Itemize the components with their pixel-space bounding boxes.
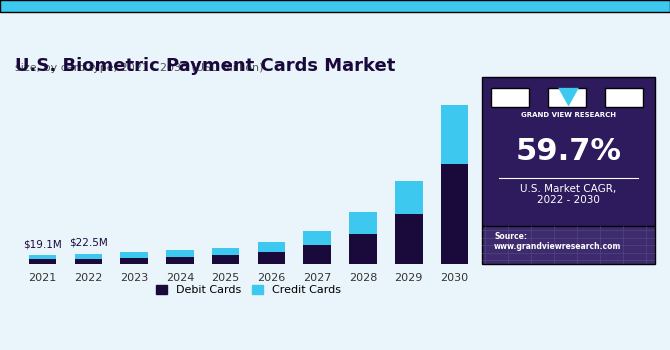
FancyBboxPatch shape	[490, 88, 529, 106]
Bar	[304, 245, 331, 264]
Bar	[29, 256, 56, 259]
Bar	[349, 234, 377, 264]
Bar	[304, 231, 331, 245]
Text: U.S. Market CAGR,
2022 - 2030: U.S. Market CAGR, 2022 - 2030	[521, 184, 616, 205]
Bar	[121, 258, 148, 264]
Bar	[441, 164, 468, 264]
Bar	[212, 248, 239, 255]
Bar	[258, 242, 285, 252]
Bar	[212, 255, 239, 264]
Polygon shape	[558, 88, 579, 106]
Bar	[74, 254, 102, 259]
FancyBboxPatch shape	[548, 88, 586, 106]
Bar	[349, 212, 377, 234]
FancyBboxPatch shape	[482, 77, 655, 264]
Text: 59.7%: 59.7%	[515, 137, 622, 166]
Bar	[395, 214, 423, 264]
Text: GRAND VIEW RESEARCH: GRAND VIEW RESEARCH	[521, 112, 616, 118]
Text: size, by card type, 2021 - 2030 (USD Million): size, by card type, 2021 - 2030 (USD Mil…	[15, 63, 263, 73]
Bar	[121, 252, 148, 258]
Text: $19.1M: $19.1M	[23, 239, 62, 249]
Text: U.S. Biometric Payment Cards Market: U.S. Biometric Payment Cards Market	[15, 57, 395, 75]
Bar	[441, 105, 468, 164]
Bar	[395, 181, 423, 214]
Bar	[29, 259, 56, 264]
Bar	[258, 252, 285, 264]
Text: Source:
www.grandviewresearch.com: Source: www.grandviewresearch.com	[494, 232, 622, 251]
Text: $22.5M: $22.5M	[69, 238, 108, 248]
FancyBboxPatch shape	[482, 226, 655, 264]
Legend: Debit Cards, Credit Cards: Debit Cards, Credit Cards	[151, 280, 346, 299]
FancyBboxPatch shape	[605, 88, 643, 106]
Bar	[166, 250, 194, 257]
Bar	[166, 257, 194, 264]
Bar	[74, 259, 102, 264]
